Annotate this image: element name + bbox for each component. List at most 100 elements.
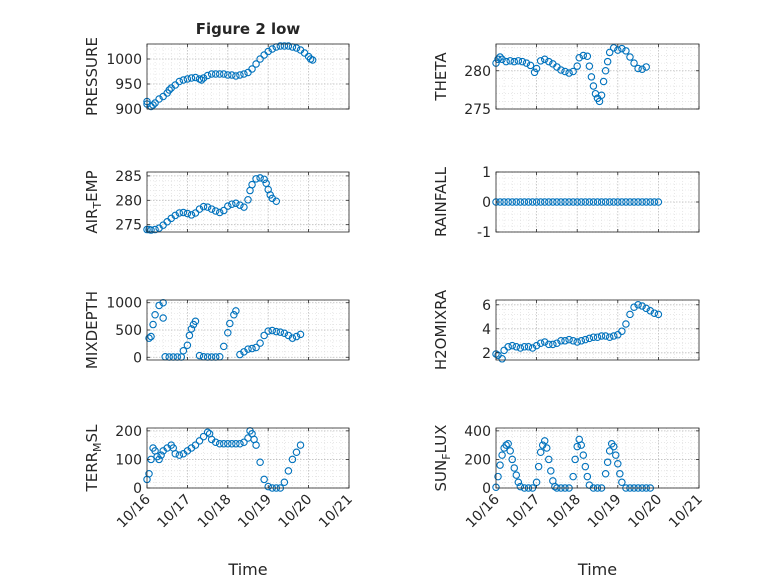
data-point (532, 341, 541, 350)
data-point (646, 198, 655, 206)
data-point (553, 198, 561, 206)
data-point (626, 310, 634, 319)
data-series (492, 44, 650, 106)
data-series (143, 174, 281, 234)
y-tick-label: 0 (482, 481, 491, 497)
data-point (536, 57, 545, 65)
data-point (236, 71, 244, 79)
y-axis-label: AIRTEMP (83, 170, 104, 233)
data-point (159, 314, 167, 322)
data-point (609, 44, 618, 52)
data-point (195, 205, 204, 213)
data-point (650, 198, 659, 206)
data-point (197, 76, 206, 84)
data-point (175, 451, 184, 459)
data-point (630, 198, 638, 206)
data-point (618, 478, 626, 487)
major-grid (496, 300, 699, 360)
data-point (175, 77, 184, 86)
data-point (276, 328, 285, 336)
data-point (601, 332, 610, 340)
y-tick-label: 950 (115, 77, 142, 93)
data-point (232, 72, 240, 80)
data-point (520, 198, 529, 206)
x-axis-label: Time (577, 560, 617, 579)
data-point (215, 208, 224, 217)
data-point (264, 327, 272, 335)
data-point (618, 327, 626, 335)
data-point (272, 327, 281, 336)
data-point (557, 66, 565, 74)
data-point (276, 42, 285, 50)
y-tick-label: 900 (115, 102, 142, 118)
data-point (256, 458, 264, 467)
y-tick-label: 4 (482, 322, 491, 338)
data-point (240, 438, 248, 447)
data-point (280, 478, 289, 487)
axes-box (495, 427, 700, 489)
data-point (642, 63, 650, 71)
y-tick-label: 200 (464, 452, 491, 468)
data-point (516, 482, 525, 491)
data-point (504, 343, 512, 351)
axes-box (495, 299, 700, 361)
data-point (228, 200, 236, 208)
data-point (220, 342, 228, 351)
data-point (520, 343, 529, 351)
data-point (609, 198, 618, 206)
data-point (547, 467, 555, 475)
data-point (244, 345, 252, 353)
data-point (145, 334, 153, 342)
data-point (581, 198, 590, 206)
y-tick-label: -1 (477, 225, 491, 241)
data-point (236, 201, 244, 209)
subplot-air_temp: 275 280 285 AIRTEMP (83, 169, 350, 234)
data-point (634, 64, 642, 73)
data-point (528, 198, 537, 206)
data-point (512, 471, 521, 479)
data-point (587, 73, 596, 81)
y-axis-label: THETA (432, 52, 450, 102)
data-point (638, 65, 646, 73)
data-point (496, 53, 504, 61)
data-point (280, 329, 289, 338)
axes-box (146, 427, 350, 489)
data-point (573, 62, 581, 70)
data-point (292, 332, 301, 341)
data-point (256, 339, 264, 347)
data-point (601, 469, 610, 478)
data-point (545, 198, 553, 206)
data-point (211, 438, 220, 447)
data-point (191, 441, 200, 449)
y-tick-label: 280 (115, 193, 142, 209)
data-point (579, 451, 588, 459)
data-point (207, 205, 216, 213)
subplot-rainfall: -1 0 1 RAINFALL (432, 165, 700, 241)
data-point (616, 469, 624, 478)
data-point (626, 53, 634, 61)
data-point (252, 343, 260, 352)
data-point (185, 331, 194, 340)
data-point (516, 344, 525, 352)
data-point (530, 68, 539, 77)
data-point (272, 197, 281, 206)
data-point (612, 451, 620, 459)
y-tick-label: 6 (482, 298, 491, 314)
data-point (220, 70, 228, 78)
data-point (634, 301, 642, 309)
data-point (506, 57, 514, 65)
data-point (549, 198, 557, 206)
data-point (585, 62, 594, 70)
data-point (147, 226, 155, 234)
data-point (526, 61, 535, 70)
data-point (215, 439, 224, 448)
data-point (622, 198, 630, 206)
data-point (508, 198, 516, 206)
data-point (506, 447, 514, 455)
data-point (179, 346, 188, 355)
data-point (605, 198, 614, 206)
data-point (504, 439, 512, 448)
data-point (260, 175, 268, 184)
data-point (171, 211, 180, 220)
y-tick-label: 400 (464, 424, 491, 440)
